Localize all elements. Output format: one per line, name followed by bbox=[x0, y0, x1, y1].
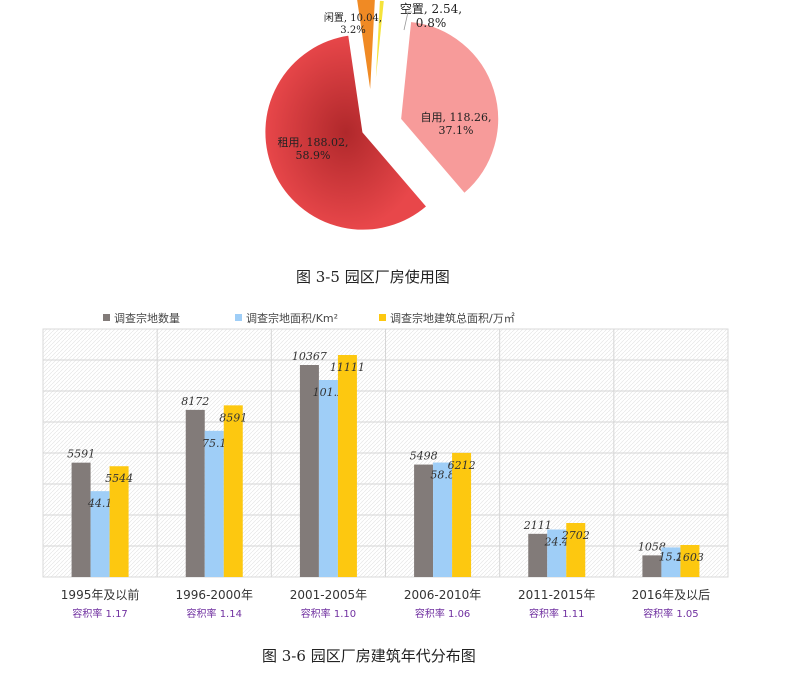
pie-chart: 租用, 188.02, 58.9% 自用, 118.26, 37.1% 空置, 2.54… bbox=[264, 0, 500, 231]
pie-slice-idle bbox=[356, 0, 376, 95]
legend-marker-1 bbox=[103, 314, 110, 321]
bar-label-2-2: 75.1 bbox=[202, 437, 227, 450]
bar-1-5 bbox=[528, 533, 548, 577]
bar-3-5 bbox=[566, 523, 586, 577]
bar-3-3 bbox=[337, 355, 357, 577]
bar-2-4 bbox=[433, 462, 453, 577]
bar-1-2 bbox=[185, 409, 205, 577]
bar-2-3 bbox=[318, 380, 338, 577]
bar-label-1-3: 10367 bbox=[292, 350, 327, 363]
bar-label-1-1: 5591 bbox=[67, 448, 95, 461]
bar-caption: 图 3-6 园区厂房建筑年代分布图 bbox=[262, 647, 476, 665]
bar-1-6 bbox=[642, 555, 662, 577]
plot-ratio-note-5: 容积率 1.11 bbox=[529, 607, 584, 620]
bar-label-1-2: 8172 bbox=[181, 395, 209, 408]
plot-ratio-note-6: 容积率 1.05 bbox=[643, 607, 698, 620]
bar-1-4 bbox=[414, 464, 434, 577]
x-tick-label-4: 2006-2010年 bbox=[404, 588, 481, 602]
x-tick-label-6: 2016年及以后 bbox=[632, 588, 711, 602]
bar-3-1 bbox=[109, 466, 129, 577]
bar-3-4 bbox=[452, 452, 472, 577]
x-tick-label-2: 1996-2000年 bbox=[176, 588, 253, 602]
pie-slice-self bbox=[400, 21, 500, 195]
x-tick-label-3: 2001-2005年 bbox=[290, 588, 367, 602]
bar-2-5 bbox=[547, 529, 567, 577]
bar-2-2 bbox=[204, 430, 224, 577]
pie-label-idle: 闲置, 10.04, 3.2% bbox=[324, 11, 382, 36]
bar-label-3-5: 2702 bbox=[561, 529, 590, 542]
x-tick-label-1: 1995年及以前 bbox=[61, 587, 140, 602]
pie-label-self: 自用, 118.26, 37.1% bbox=[421, 111, 492, 137]
bar-label-2-3: 101.2 bbox=[313, 386, 345, 399]
bar-chart: 5591 8172 10367 5498 2111 1058 44.1 75.1 101.2 58… bbox=[42, 311, 729, 620]
bar-label-3-3: 11111 bbox=[330, 361, 365, 374]
bar-3-6 bbox=[680, 544, 700, 577]
bar-label-2-4: 58.8 bbox=[430, 469, 455, 482]
legend-marker-2 bbox=[235, 314, 242, 321]
pie-label-vacant: 空置, 2.54, 0.8% bbox=[400, 2, 462, 30]
pie-leader-line bbox=[403, 11, 412, 31]
bar-label-1-5: 2111 bbox=[523, 519, 552, 532]
bar-label-3-4: 6212 bbox=[448, 459, 476, 472]
bar-label-1-4: 5498 bbox=[410, 450, 438, 463]
bar-label-2-1: 44.1 bbox=[87, 497, 113, 510]
pie-slice-rent bbox=[264, 34, 428, 231]
bar-label-2-5: 24.4 bbox=[544, 536, 570, 549]
legend-marker-3 bbox=[379, 314, 386, 321]
plot-ratio-note-1: 容积率 1.17 bbox=[72, 607, 127, 620]
legend-label-1: 调查宗地数量 bbox=[114, 311, 180, 325]
plot-ratio-note-3: 容积率 1.10 bbox=[301, 607, 356, 620]
bar-2-6 bbox=[661, 547, 681, 577]
legend-label-3: 调查宗地建筑总面积/万㎡ bbox=[390, 311, 515, 325]
plot-ratio-note-4: 容积率 1.06 bbox=[415, 607, 470, 620]
x-tick-label-5: 2011-2015年 bbox=[518, 588, 595, 602]
bar-label-3-1: 5544 bbox=[105, 472, 133, 485]
bar-2-1 bbox=[90, 491, 110, 577]
bar-1-1 bbox=[71, 462, 91, 577]
bar-label-1-6: 1058 bbox=[638, 540, 666, 553]
plot-ratio-note-2: 容积率 1.14 bbox=[187, 607, 242, 620]
bar-label-3-2: 8591 bbox=[219, 411, 247, 424]
pie-slice-vacant bbox=[373, 0, 385, 99]
bar-1-3 bbox=[299, 365, 319, 577]
bar-3-2 bbox=[223, 405, 243, 577]
pie-label-rent: 租用, 188.02, 58.9% bbox=[278, 136, 349, 162]
pie-caption: 图 3-5 园区厂房使用图 bbox=[296, 268, 450, 286]
bar-label-2-6: 15.2 bbox=[659, 550, 684, 563]
legend-label-2: 调查宗地面积/Km² bbox=[246, 311, 338, 325]
bar-label-3-6: 1603 bbox=[676, 551, 704, 564]
